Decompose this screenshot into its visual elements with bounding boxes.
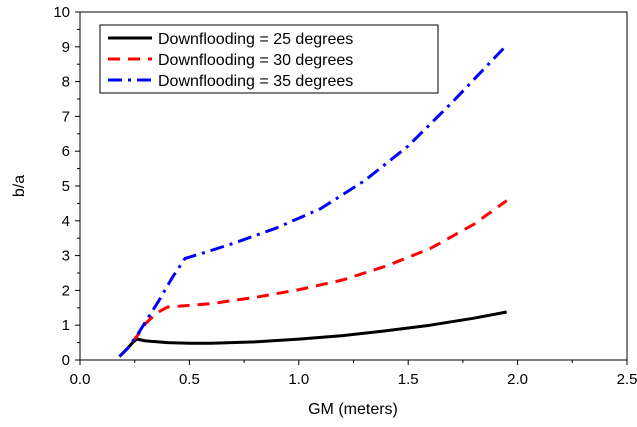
legend-label-3: Downflooding = 35 degrees <box>158 73 353 90</box>
legend-label-2: Downflooding = 30 degrees <box>158 52 353 69</box>
series-line-2 <box>118 199 508 358</box>
series-line-1 <box>118 310 507 358</box>
legend: Downflooding = 25 degrees Downflooding = … <box>99 24 439 94</box>
legend-box <box>99 24 439 94</box>
x-axis-label: GM (meters) <box>308 401 398 418</box>
y-tick-label: 4 <box>62 213 70 230</box>
y-tick-label: 0 <box>62 352 70 369</box>
x-tick-label: 2.0 <box>507 371 528 388</box>
x-tick-label: 1.0 <box>288 371 309 388</box>
y-axis-label: b/a <box>11 175 28 197</box>
series-layer <box>118 44 508 358</box>
legend-label-1: Downflooding = 25 degrees <box>158 31 353 48</box>
y-tick-label: 7 <box>62 108 70 125</box>
x-axis: 0.0 0.5 1.0 1.5 2.0 2.5 <box>70 360 637 388</box>
series-line-3 <box>118 44 508 358</box>
x-tick-label: 1.5 <box>398 371 419 388</box>
y-tick-label: 2 <box>62 282 70 299</box>
y-tick-label: 5 <box>62 178 70 195</box>
y-tick-label: 9 <box>62 39 70 56</box>
x-tick-label: 0.0 <box>70 371 91 388</box>
y-tick-label: 8 <box>62 74 70 91</box>
y-axis: 0 1 2 3 4 5 6 7 8 9 10 <box>53 4 80 369</box>
y-tick-label: 1 <box>62 317 70 334</box>
x-tick-label: 2.5 <box>617 371 637 388</box>
x-tick-label: 0.5 <box>179 371 200 388</box>
y-tick-label: 10 <box>53 4 70 21</box>
y-tick-label: 6 <box>62 143 70 160</box>
y-tick-label: 3 <box>62 248 70 265</box>
